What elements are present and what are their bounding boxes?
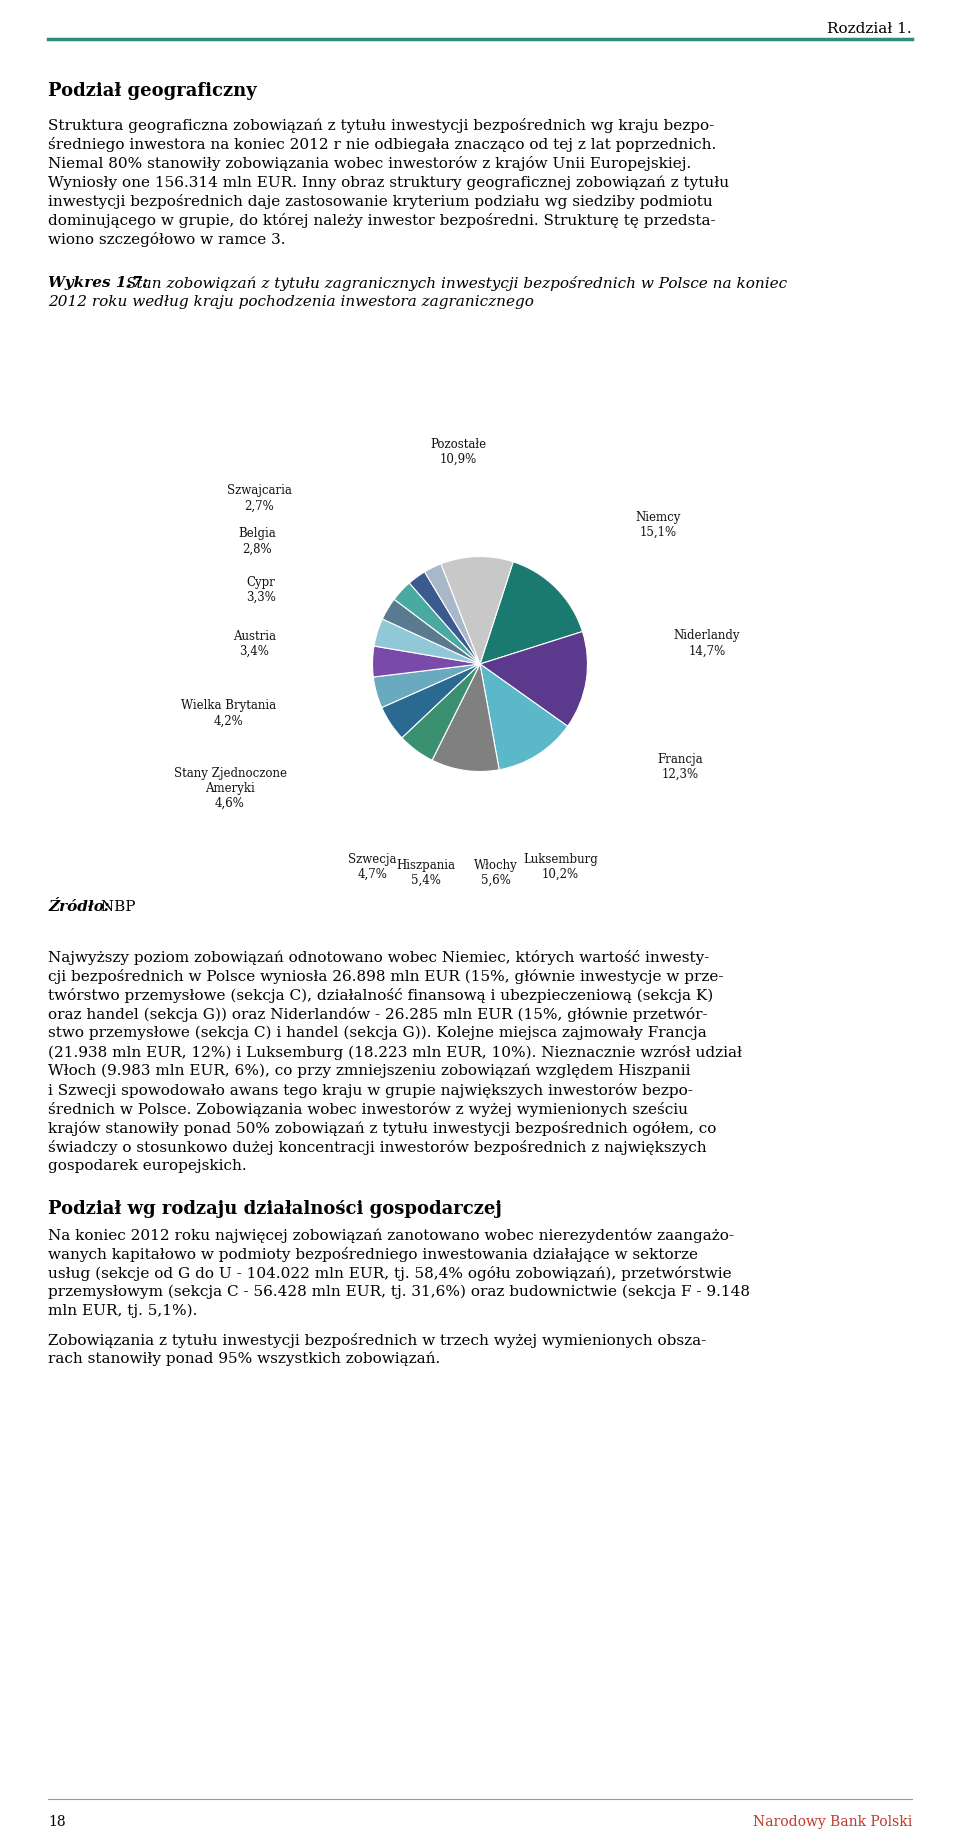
Text: wanych kapitałowo w podmioty bezpośredniego inwestowania działające w sektorze: wanych kapitałowo w podmioty bezpośredni… — [48, 1246, 698, 1261]
Text: Włoch (9.983 mln EUR, 6%), co przy zmniejszeniu zobowiązań względem Hiszpanii: Włoch (9.983 mln EUR, 6%), co przy zmnie… — [48, 1063, 690, 1078]
Text: twórstwo przemysłowe (sekcja C), działalność finansową i ubezpieczeniową (sekcja: twórstwo przemysłowe (sekcja C), działal… — [48, 988, 713, 1003]
Wedge shape — [382, 600, 480, 664]
Text: Źródło:: Źródło: — [48, 900, 109, 913]
Wedge shape — [374, 620, 480, 664]
Wedge shape — [402, 664, 480, 761]
Text: Podział wg rodzaju działalności gospodarczej: Podział wg rodzaju działalności gospodar… — [48, 1199, 502, 1217]
Text: Na koniec 2012 roku najwięcej zobowiązań zanotowano wobec nierezydentów zaangażo: Na koniec 2012 roku najwięcej zobowiązań… — [48, 1228, 734, 1243]
Text: stwo przemysłowe (sekcja C) i handel (sekcja G)). Kolejne miejsca zajmowały Fran: stwo przemysłowe (sekcja C) i handel (se… — [48, 1025, 707, 1039]
Text: Francja
12,3%: Francja 12,3% — [658, 752, 703, 781]
Text: Najwyższy poziom zobowiązań odnotowano wobec Niemiec, których wartość inwesty-: Najwyższy poziom zobowiązań odnotowano w… — [48, 950, 709, 964]
Text: Luksemburg
10,2%: Luksemburg 10,2% — [523, 853, 598, 880]
Text: średnich w Polsce. Zobowiązania wobec inwestorów z wyżej wymienionych sześciu: średnich w Polsce. Zobowiązania wobec in… — [48, 1102, 688, 1116]
Text: i Szwecji spowodowało awans tego kraju w grupie największych inwestorów bezpo-: i Szwecji spowodowało awans tego kraju w… — [48, 1082, 693, 1098]
Wedge shape — [372, 646, 480, 677]
Text: rach stanowiły ponad 95% wszystkich zobowiązań.: rach stanowiły ponad 95% wszystkich zobo… — [48, 1351, 441, 1365]
Text: średniego inwestora na koniec 2012 r nie odbiegała znacząco od tej z lat poprzed: średniego inwestora na koniec 2012 r nie… — [48, 137, 716, 152]
Text: krajów stanowiły ponad 50% zobowiązań z tytułu inwestycji bezpośrednich ogółem, : krajów stanowiły ponad 50% zobowiązań z … — [48, 1120, 716, 1135]
Text: Szwecja
4,7%: Szwecja 4,7% — [348, 853, 396, 880]
Text: usług (sekcje od G do U - 104.022 mln EUR, tj. 58,4% ogółu zobowiązań), przetwór: usług (sekcje od G do U - 104.022 mln EU… — [48, 1265, 732, 1281]
Text: gospodarek europejskich.: gospodarek europejskich. — [48, 1158, 247, 1173]
Wedge shape — [424, 564, 480, 664]
Text: przemysłowym (sekcja C - 56.428 mln EUR, tj. 31,6%) oraz budownictwie (sekcja F : przemysłowym (sekcja C - 56.428 mln EUR,… — [48, 1285, 750, 1299]
Text: Stany Zjednoczone
Ameryki
4,6%: Stany Zjednoczone Ameryki 4,6% — [174, 767, 286, 809]
Text: Włochy
5,6%: Włochy 5,6% — [474, 858, 518, 886]
Text: Wyniosły one 156.314 mln EUR. Inny obraz struktury geograficznej zobowiązań z ty: Wyniosły one 156.314 mln EUR. Inny obraz… — [48, 176, 730, 188]
Text: (21.938 mln EUR, 12%) i Luksemburg (18.223 mln EUR, 10%). Nieznacznie wzrósł udz: (21.938 mln EUR, 12%) i Luksemburg (18.2… — [48, 1045, 742, 1060]
Wedge shape — [480, 631, 588, 727]
Text: inwestycji bezpośrednich daje zastosowanie kryterium podziału wg siedziby podmio: inwestycji bezpośrednich daje zastosowan… — [48, 194, 712, 209]
Text: Wykres 1.7:: Wykres 1.7: — [48, 276, 148, 289]
Text: Cypr
3,3%: Cypr 3,3% — [246, 575, 276, 604]
Text: Hiszpania
5,4%: Hiszpania 5,4% — [396, 858, 456, 886]
Wedge shape — [395, 584, 480, 664]
Wedge shape — [480, 664, 567, 770]
Text: Struktura geograficzna zobowiązań z tytułu inwestycji bezpośrednich wg kraju bez: Struktura geograficzna zobowiązań z tytu… — [48, 117, 714, 134]
Text: Niderlandy
14,7%: Niderlandy 14,7% — [674, 630, 740, 657]
Wedge shape — [373, 664, 480, 708]
Text: Zobowiązania z tytułu inwestycji bezpośrednich w trzech wyżej wymienionych obsza: Zobowiązania z tytułu inwestycji bezpośr… — [48, 1332, 707, 1347]
Text: Podział geograficzny: Podział geograficzny — [48, 82, 256, 101]
Text: 2012 roku według kraju pochodzenia inwestora zagranicznego: 2012 roku według kraju pochodzenia inwes… — [48, 295, 534, 309]
Text: wiono szczegółowo w ramce 3.: wiono szczegółowo w ramce 3. — [48, 232, 285, 247]
Text: Wielka Brytania
4,2%: Wielka Brytania 4,2% — [180, 699, 276, 727]
Text: NBP: NBP — [96, 900, 135, 913]
Text: Belgia
2,8%: Belgia 2,8% — [238, 527, 276, 554]
Wedge shape — [382, 664, 480, 737]
Wedge shape — [480, 562, 583, 664]
Text: dominującego w grupie, do której należy inwestor bezpośredni. Strukturę tę przed: dominującego w grupie, do której należy … — [48, 212, 715, 229]
Text: oraz handel (sekcja G)) oraz Niderlandów - 26.285 mln EUR (15%, głównie przetwór: oraz handel (sekcja G)) oraz Niderlandów… — [48, 1007, 708, 1021]
Wedge shape — [441, 556, 514, 664]
Text: cji bezpośrednich w Polsce wyniosła 26.898 mln EUR (15%, głównie inwestycje w pr: cji bezpośrednich w Polsce wyniosła 26.8… — [48, 968, 724, 983]
Text: Stan zobowiązań z tytułu zagranicznych inwestycji bezpośrednich w Polsce na koni: Stan zobowiązań z tytułu zagranicznych i… — [126, 276, 787, 291]
Text: Pozostałe
10,9%: Pozostałe 10,9% — [430, 437, 487, 467]
Wedge shape — [432, 664, 499, 772]
Text: Narodowy Bank Polski: Narodowy Bank Polski — [753, 1814, 912, 1828]
Text: Szwajcaria
2,7%: Szwajcaria 2,7% — [227, 485, 292, 512]
Text: Niemal 80% stanowiły zobowiązania wobec inwestorów z krajów Unii Europejskiej.: Niemal 80% stanowiły zobowiązania wobec … — [48, 156, 691, 170]
Text: świadczy o stosunkowo dużej koncentracji inwestorów bezpośrednich z największych: świadczy o stosunkowo dużej koncentracji… — [48, 1140, 707, 1155]
Text: 18: 18 — [48, 1814, 65, 1828]
Text: Niemcy
15,1%: Niemcy 15,1% — [636, 511, 682, 540]
Text: mln EUR, tj. 5,1%).: mln EUR, tj. 5,1%). — [48, 1303, 198, 1318]
Text: Rozdział 1.: Rozdział 1. — [828, 22, 912, 37]
Text: Austria
3,4%: Austria 3,4% — [232, 630, 276, 657]
Wedge shape — [409, 573, 480, 664]
